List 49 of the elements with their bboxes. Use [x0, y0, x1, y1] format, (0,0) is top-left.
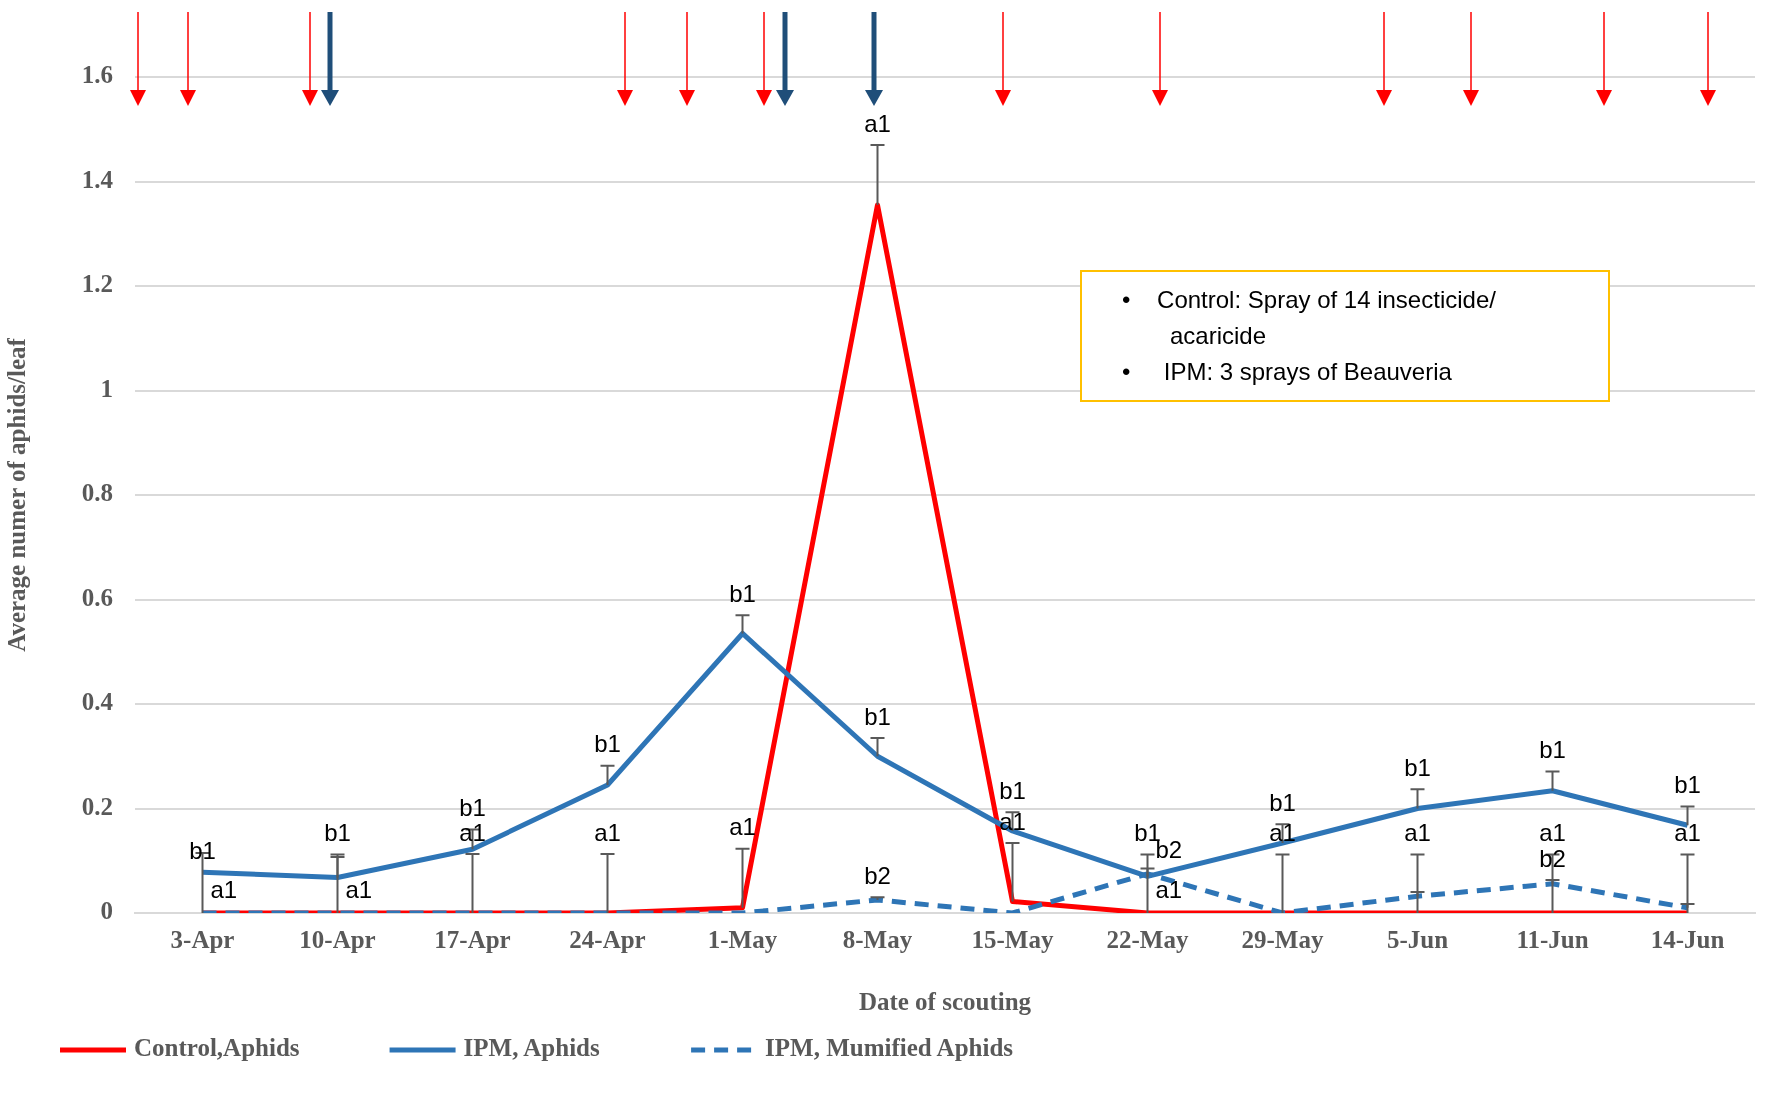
x-tick-label: 24-Apr — [569, 926, 646, 954]
annotation: b1 — [1539, 736, 1566, 764]
annotation: a1 — [1404, 819, 1431, 847]
x-tick-label: 1-May — [707, 926, 778, 954]
y-tick-label: 1.6 — [81, 61, 113, 89]
x-tick-label: 29-May — [1241, 926, 1324, 954]
annotation: b1 — [999, 776, 1026, 804]
annotation: b1 — [324, 819, 351, 847]
y-tick-label: 0.6 — [81, 583, 113, 611]
annotation: a1 — [594, 818, 621, 846]
y-tick-label: 0.8 — [81, 479, 113, 507]
annotation: b1 — [729, 579, 756, 607]
legend-label: IPM, Aphids — [463, 1034, 600, 1062]
y-tick-label: 0.2 — [81, 792, 113, 820]
annotation: a1 — [1539, 819, 1566, 847]
y-axis-title: Average numer of aphids/leaf — [3, 337, 31, 652]
annotation: b1 — [594, 730, 621, 758]
y-tick-label: 1.2 — [81, 270, 113, 298]
x-tick-label: 3-Apr — [170, 926, 235, 954]
annotation: b1 — [189, 836, 216, 864]
y-tick-label: 0 — [100, 897, 113, 925]
x-tick-label: 11-Jun — [1516, 926, 1589, 954]
x-axis-title: Date of scouting — [858, 988, 1032, 1016]
x-tick-label: 14-Jun — [1650, 926, 1725, 954]
annotation: a1 — [1674, 819, 1701, 847]
y-tick-label: 1.4 — [81, 165, 114, 193]
x-tick-label: 8-May — [842, 926, 913, 954]
y-tick-label: 0.4 — [81, 688, 114, 716]
annotation: a1 — [729, 813, 756, 841]
annotation: a1 — [1155, 875, 1183, 903]
annotation: b1 — [864, 702, 891, 730]
x-tick-label: 10-Apr — [299, 926, 376, 954]
note-box: • Control: Spray of 14 insecticide/ acaricide • IPM: 3 sprays of Beauveria — [1080, 270, 1610, 402]
annotation: b1 — [1674, 771, 1701, 799]
x-tick-label: 5-Jun — [1386, 926, 1449, 954]
x-tick-label: 22-May — [1106, 926, 1189, 954]
y-tick-label: 1 — [100, 374, 113, 402]
legend-label: IPM, Mumified Aphids — [765, 1034, 1014, 1062]
legend-label: Control,Aphids — [134, 1034, 300, 1062]
x-tick-label: 17-Apr — [434, 926, 511, 954]
annotation: b1 — [1404, 753, 1431, 781]
annotation: a1 — [864, 109, 891, 137]
annotation: a1 — [210, 875, 238, 903]
annotation: a1 — [345, 875, 373, 903]
annotation: b2 — [864, 861, 891, 889]
annotation: b1 — [1269, 788, 1296, 816]
annotation: • Control: Spray of 14 insecticide/ acaricide — [1122, 285, 1497, 351]
x-tick-label: 15-May — [971, 926, 1054, 954]
annotation: • IPM: 3 sprays of Beauveria — [1122, 357, 1453, 387]
